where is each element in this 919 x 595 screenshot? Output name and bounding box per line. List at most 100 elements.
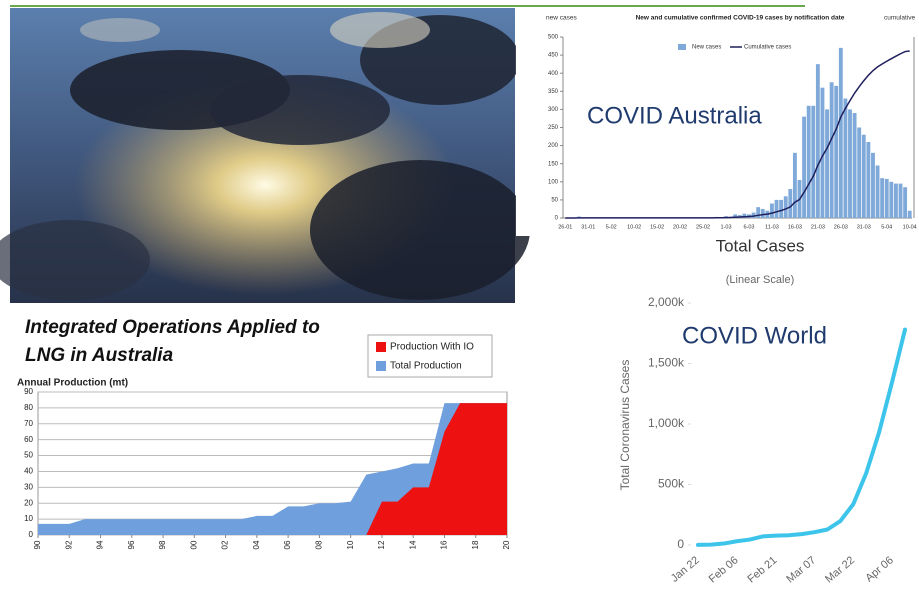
bar (848, 109, 852, 218)
legend-box (367, 334, 493, 378)
y-axis-label: Total Coronavirus Cases (618, 360, 632, 491)
bar (838, 47, 843, 218)
bar (792, 152, 797, 218)
line (696, 327, 907, 547)
y-axis-label: new cases (546, 15, 577, 22)
bar (866, 141, 871, 218)
x-tick-label: Feb 06 (707, 554, 741, 585)
bar (861, 134, 866, 218)
bar (770, 203, 774, 218)
x-tick-label: Jan 22 (669, 554, 702, 584)
bar (857, 127, 862, 218)
x-tick-label: 20-02 (673, 224, 687, 230)
y-tick-label: 100 (548, 179, 559, 185)
x-tick-label: 31-01 (581, 224, 595, 230)
x-tick-label: 10-04 (903, 224, 917, 230)
bar (815, 64, 820, 219)
x-tick-label: 5-02 (606, 224, 617, 230)
bar (903, 187, 908, 218)
x-tick-label: 12 (377, 540, 386, 549)
bar (884, 178, 889, 218)
y-tick-label: 300 (548, 107, 559, 113)
y2-axis-label: cumulative (884, 15, 915, 22)
y-tick-label: 50 (551, 197, 558, 203)
y-tick-label: 40 (24, 467, 33, 476)
x-tick-label: 16 (440, 540, 449, 549)
x-tick-label: 5-04 (881, 224, 892, 230)
bar (880, 178, 885, 218)
bar (852, 113, 857, 218)
x-tick-label: 14 (408, 540, 417, 549)
x-tick-label: 18 (471, 540, 480, 549)
x-tick-label: 94 (96, 540, 105, 549)
legend-label: New cases (692, 45, 721, 51)
y-tick-label: 60 (24, 435, 33, 444)
chart-subtitle: (Linear Scale) (726, 274, 794, 286)
y-tick-label: 2,000k (648, 295, 685, 309)
y-tick-label: 1,000k (648, 416, 685, 430)
y-tick-label: 400 (548, 71, 559, 77)
y-tick-label: 0 (29, 530, 34, 539)
y-tick-label: 150 (548, 161, 559, 167)
bar (760, 208, 765, 218)
chart-title: Total Cases (716, 236, 805, 255)
bar (820, 87, 825, 219)
annotation: COVID Australia (587, 102, 762, 129)
bar (756, 207, 761, 218)
x-tick-label: 98 (158, 540, 167, 549)
x-tick-label: Mar 07 (784, 554, 818, 585)
top-rule (10, 5, 805, 7)
bar (742, 213, 747, 218)
legend-label: Production With IO (390, 342, 474, 353)
y-tick-label: 200 (548, 143, 559, 149)
y-tick-label: 0 (677, 537, 684, 551)
bar (774, 199, 779, 218)
legend-swatch (678, 44, 686, 50)
bar (834, 85, 839, 219)
legend-swatch (376, 342, 386, 352)
bar (825, 109, 829, 218)
x-tick-label: 10 (346, 540, 355, 549)
x-tick-label: 04 (252, 540, 261, 549)
y-tick-label: 1,500k (648, 356, 685, 370)
x-tick-label: 31-03 (857, 224, 871, 230)
bar (889, 181, 894, 218)
x-tick-label: Apr 06 (863, 554, 896, 584)
x-tick-label: 16-03 (788, 224, 802, 230)
x-tick-label: Feb 21 (745, 554, 779, 585)
cumulative-line (565, 50, 910, 219)
y-tick-label: 90 (24, 387, 33, 396)
x-tick-label: 20 (502, 540, 511, 549)
bar (751, 212, 756, 218)
x-tick-label: 00 (189, 540, 198, 549)
y-tick-label: 500 (548, 35, 559, 41)
y-tick-label: 20 (24, 498, 33, 507)
x-tick-label: 1-03 (721, 224, 732, 230)
y-tick-label: 350 (548, 89, 559, 95)
x-tick-label: 21-03 (811, 224, 825, 230)
annotation: COVID World (682, 322, 827, 349)
x-tick-label: 02 (221, 540, 230, 549)
bar (802, 116, 807, 218)
bar (829, 82, 834, 218)
y-tick-label: 0 (555, 216, 559, 222)
y-tick-label: 500k (658, 477, 685, 491)
bar (779, 199, 784, 218)
bar (811, 105, 816, 218)
x-tick-label: 96 (127, 540, 136, 549)
x-tick-label: 08 (315, 540, 324, 549)
x-tick-label: 26-03 (834, 224, 848, 230)
bar (907, 210, 912, 218)
bar (875, 165, 880, 218)
y-tick-label: 250 (548, 125, 559, 131)
y-tick-label: 50 (24, 451, 33, 460)
x-tick-label: 92 (64, 540, 73, 549)
x-tick-label: Mar 22 (823, 554, 857, 585)
bar (733, 214, 738, 218)
x-tick-label: 26-01 (558, 224, 572, 230)
y-axis-label: Annual Production (mt) (17, 378, 128, 389)
bar (806, 105, 811, 218)
chart-title: New and cumulative confirmed COVID-19 ca… (636, 15, 845, 22)
